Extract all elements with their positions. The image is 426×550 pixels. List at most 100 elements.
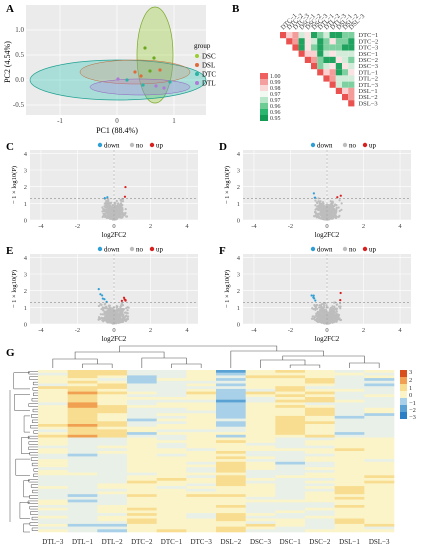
heatmap-cell <box>216 467 246 471</box>
x-tick-label: -4 <box>38 327 44 334</box>
heatmap-cell <box>38 413 68 417</box>
heatmap-cell <box>334 402 365 406</box>
heatmap-cell <box>364 496 395 500</box>
volcano-point <box>114 202 117 205</box>
heatmap-cell <box>334 383 365 387</box>
heatmap-cell <box>127 399 157 403</box>
heatmap-cell <box>275 499 306 503</box>
heatmap-cell <box>216 475 246 479</box>
heatmap-cell <box>305 407 335 411</box>
heatmap-cell <box>305 445 335 449</box>
volcano-point <box>336 196 339 199</box>
panel-letter: F <box>219 245 226 257</box>
heatmap-cell <box>364 410 395 414</box>
volcano-point <box>119 198 122 202</box>
heatmap-cell <box>216 426 246 430</box>
volcano-point <box>100 308 103 311</box>
heatmap-cell <box>156 502 187 506</box>
heatmap-cell <box>97 434 128 438</box>
heatmap-cell <box>67 505 98 508</box>
heatmap-cell <box>38 445 68 449</box>
heatmap-cell <box>127 486 157 490</box>
heatmap-cell <box>275 469 306 473</box>
dendrogram-link <box>14 394 30 411</box>
heatmap-cell <box>156 378 187 382</box>
heatmap-cell <box>334 397 365 400</box>
heatmap-cell <box>156 521 187 525</box>
volcano-point <box>335 207 338 211</box>
heatmap-cell <box>275 502 306 506</box>
volcano-point <box>339 307 342 310</box>
volcano-point <box>316 314 319 318</box>
heatmap-cell <box>127 453 157 457</box>
heatmap-cell <box>67 426 98 430</box>
volcano-point <box>320 303 323 306</box>
heatmap-cell <box>334 394 365 398</box>
heatmap-cell <box>216 380 246 384</box>
heatmap-cell <box>127 370 157 373</box>
heatmap-cell <box>275 413 306 417</box>
heatmap-cell <box>364 445 395 449</box>
heatmap-cell <box>67 496 98 500</box>
heatmap-cell <box>305 521 335 525</box>
heatmap-cell <box>97 405 128 409</box>
x-tick-label: -2 <box>75 327 80 334</box>
colorbar-label: 1 <box>409 385 412 392</box>
heatmap-cell <box>275 526 306 530</box>
heatmap-cell <box>245 488 276 492</box>
volcano-point <box>120 212 123 216</box>
heatmap-cell <box>38 491 68 495</box>
heatmap-cell <box>186 405 217 409</box>
heatmap-cell <box>245 391 276 395</box>
heatmap-cell <box>186 453 217 457</box>
heatmap-cell <box>186 402 217 406</box>
heatmap-cell <box>156 491 187 495</box>
heatmap-cell <box>305 491 335 495</box>
heatmap-cell <box>275 486 306 490</box>
heatmap-cell <box>305 410 335 414</box>
corr-cell <box>348 32 355 39</box>
volcano-point <box>102 320 105 323</box>
heatmap-cell <box>305 421 335 425</box>
y-axis-label: − 1 × log10(P) <box>11 166 18 204</box>
heatmap-cell <box>127 502 157 506</box>
heatmap-cell <box>334 437 365 441</box>
volcano-point <box>107 211 110 214</box>
dendrogram-link <box>33 468 38 472</box>
x-tick-label: 0 <box>112 223 115 230</box>
heatmap-cell <box>334 380 365 384</box>
dendrogram-link <box>31 516 38 521</box>
heatmap-cell <box>186 383 217 387</box>
colorbar-label: 1.00 <box>270 74 281 80</box>
heatmap-cell <box>275 421 306 425</box>
heatmap-cell <box>38 526 68 530</box>
heatmap-cell <box>97 472 128 476</box>
dendrogram-link <box>30 457 38 461</box>
heatmap-cell <box>305 434 335 438</box>
volcano-point <box>103 311 107 314</box>
heatmap-cell <box>156 469 187 473</box>
heatmap-cell <box>216 494 246 498</box>
heatmap-cell <box>245 499 276 503</box>
heatmap-cell <box>275 459 306 463</box>
volcano-point <box>97 316 101 319</box>
heatmap-cell <box>127 496 157 500</box>
heatmap-cell <box>97 424 128 427</box>
legend-swatch <box>149 142 155 148</box>
volcano-point <box>325 304 328 307</box>
volcano-point <box>329 306 332 310</box>
corr-cell <box>348 87 355 94</box>
volcano-point <box>324 308 328 311</box>
heatmap-cell <box>127 375 157 379</box>
volcano-point <box>340 202 343 205</box>
heatmap-cell <box>334 478 365 481</box>
heatmap-cell <box>275 380 306 384</box>
volcano-point <box>329 200 332 203</box>
volcano-point <box>314 212 317 215</box>
heatmap-cell <box>275 483 306 487</box>
heatmap-cell <box>67 391 98 395</box>
heatmap-panel: G DTL−3 DTL−1 DTL−2 DTC−2 DTC−1 DTC−3 DSL−2 DSC… <box>6 345 416 546</box>
heatmap-cell <box>186 491 217 495</box>
heatmap-cell <box>305 432 335 436</box>
heatmap-cell <box>245 413 276 417</box>
